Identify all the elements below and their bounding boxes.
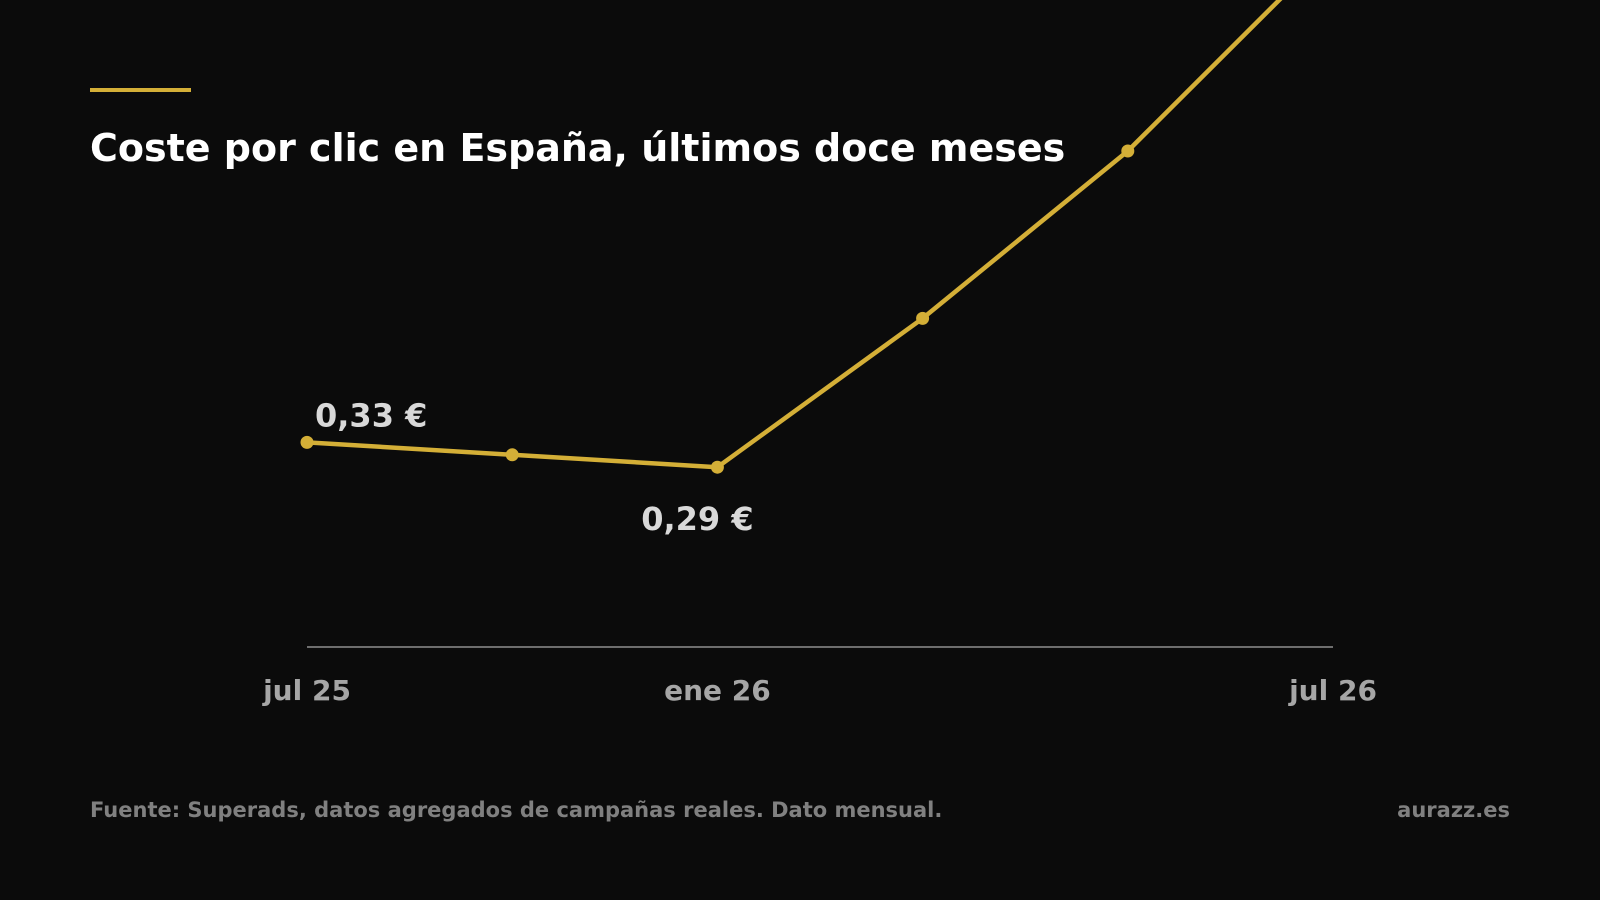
footer-brand: aurazz.es: [1397, 798, 1510, 822]
data-points: [300, 144, 1135, 474]
x-tick-label: jul 25: [262, 674, 351, 707]
footer-source: Fuente: Superads, datos agregados de cam…: [90, 798, 943, 822]
x-tick-label: jul 26: [1288, 674, 1377, 707]
data-label: 0,33 €: [315, 396, 427, 434]
data-point: [300, 435, 314, 449]
data-labels: 0,33 €0,29 €1,13 €: [315, 396, 754, 538]
chart-title: Coste por clic en España, últimos doce m…: [90, 126, 1066, 170]
data-point: [1121, 144, 1135, 158]
title-accent-bar: [90, 88, 191, 92]
data-point: [916, 311, 930, 325]
x-tick-label: ene 26: [664, 674, 771, 707]
data-label: 0,29 €: [641, 500, 753, 538]
data-point: [710, 460, 724, 474]
data-point: [505, 448, 519, 462]
x-tick-labels: jul 25 ene 26 jul 26: [262, 674, 1377, 707]
series-line: [304, 0, 1283, 470]
